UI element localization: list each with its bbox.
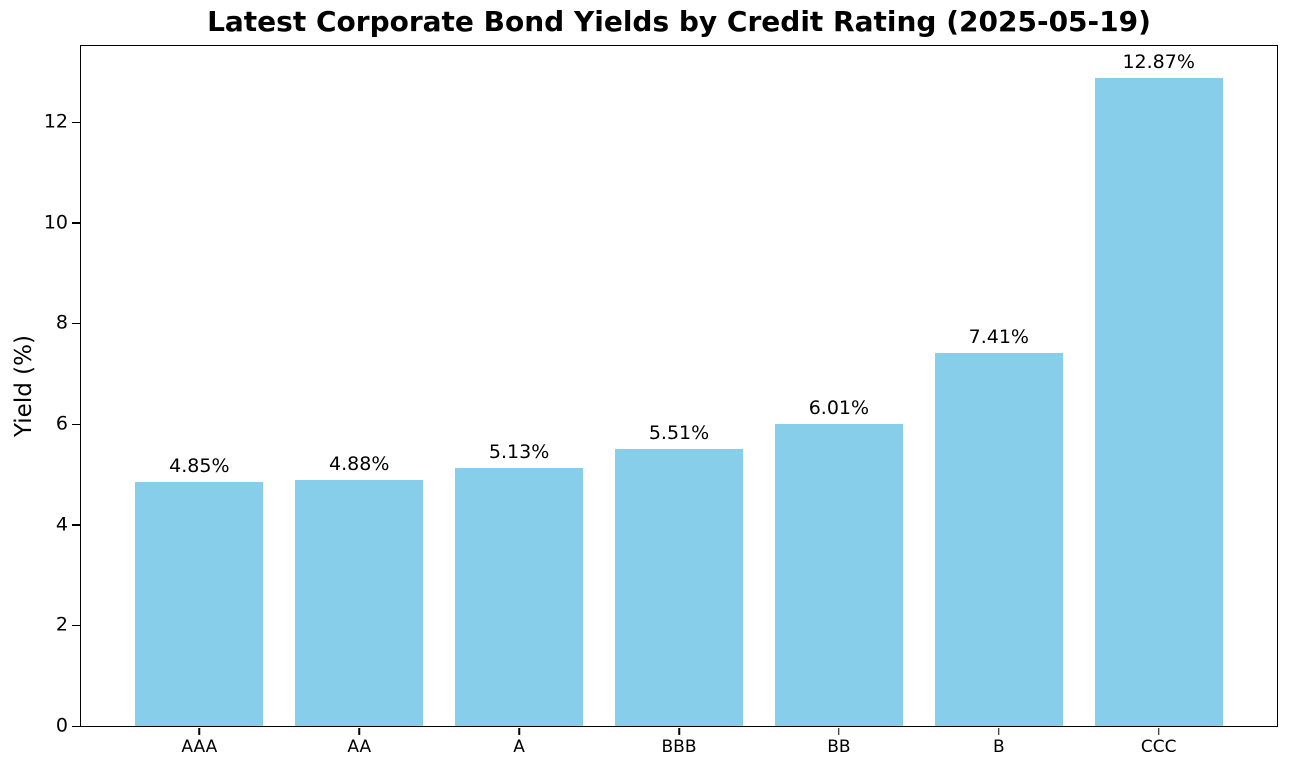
x-tick-label-a: A xyxy=(513,737,525,757)
bar-value-label-ccc: 12.87% xyxy=(1122,51,1195,74)
y-tick-mark-2 xyxy=(71,624,80,627)
bar-ccc xyxy=(1094,78,1223,726)
y-tick-mark-0 xyxy=(71,725,80,727)
x-tick-label-b: B xyxy=(992,737,1005,757)
bar-b xyxy=(934,353,1063,726)
y-tick-mark-4 xyxy=(71,524,80,526)
bar-value-label-aaa: 4.85% xyxy=(169,454,230,477)
y-tick-mark-10 xyxy=(71,222,80,224)
y-tick-label-8: 8 xyxy=(55,311,68,334)
plot-area: 4.85% AAA 4.88% AA 5.13% A 5.51% BBB 6.01% BB 7.41… xyxy=(44,45,1278,756)
bar-aa xyxy=(295,480,424,726)
bar-bbb xyxy=(615,448,743,726)
x-tick-label-ccc: CCC xyxy=(1140,737,1177,757)
bar-value-label-bb: 6.01% xyxy=(808,396,870,419)
x-tick-label-aaa: AAA xyxy=(181,737,218,757)
y-tick-label-2: 2 xyxy=(55,613,68,636)
y-axis-label: Yield (%) xyxy=(11,335,37,437)
y-tick-mark-8 xyxy=(71,322,80,325)
bar-value-label-aa: 4.88% xyxy=(329,453,390,476)
y-tick-mark-12 xyxy=(71,121,80,124)
x-tick-mark-b xyxy=(998,727,1000,735)
y-tick-label-0: 0 xyxy=(55,714,68,737)
y-tick-label-10: 10 xyxy=(43,211,68,234)
y-tick-mark-6 xyxy=(71,423,80,426)
bar-value-label-b: 7.41% xyxy=(968,326,1029,349)
bar-value-label-bbb: 5.51% xyxy=(648,421,710,444)
x-tick-mark-aa xyxy=(358,727,360,735)
x-tick-mark-bbb xyxy=(678,727,680,735)
x-tick-mark-aaa xyxy=(198,727,201,735)
x-tick-label-bb: BB xyxy=(827,737,851,757)
bar-value-label-a: 5.13% xyxy=(488,440,550,463)
bar-aaa xyxy=(135,481,264,726)
y-tick-label-6: 6 xyxy=(55,412,68,435)
bar-bb xyxy=(774,423,903,726)
bar-a xyxy=(455,467,584,726)
x-tick-mark-bb xyxy=(838,727,840,735)
chart-title: Latest Corporate Bond Yields by Credit R… xyxy=(207,5,1151,38)
x-tick-label-bbb: BBB xyxy=(661,737,697,757)
y-tick-label-4: 4 xyxy=(55,513,68,536)
y-tick-label-12: 12 xyxy=(43,110,68,133)
x-tick-mark-a xyxy=(518,727,520,735)
x-tick-mark-ccc xyxy=(1157,727,1160,735)
x-tick-label-aa: AA xyxy=(347,737,372,757)
